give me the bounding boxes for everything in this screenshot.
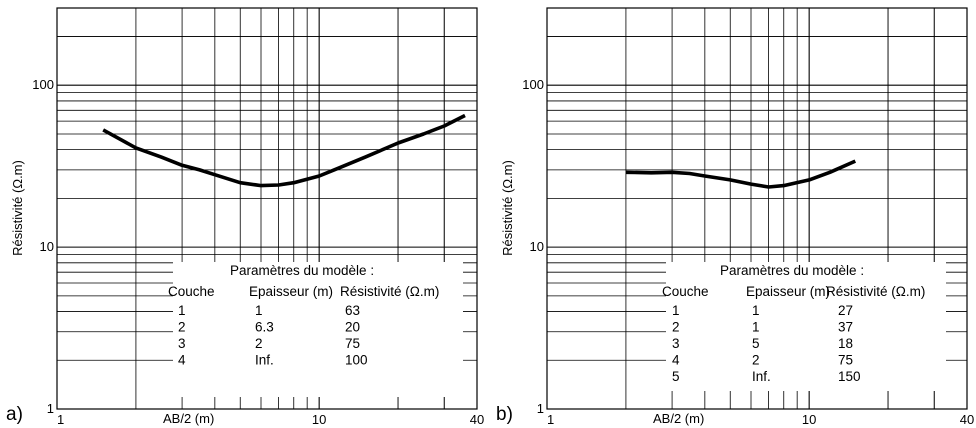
table-cell: 2 <box>752 353 760 368</box>
table-cell: 100 <box>345 353 368 368</box>
table-cell: Inf. <box>255 353 274 368</box>
table-background <box>666 262 946 391</box>
table-cell: 75 <box>838 353 853 368</box>
panel-label: a) <box>6 404 23 425</box>
table-title: Paramètres du modèle : <box>230 263 374 278</box>
table-column-header: Epaisseur (m) <box>249 284 333 299</box>
panel-label: b) <box>496 404 513 425</box>
table-cell: 5 <box>752 336 760 351</box>
table-column-header: Epaisseur (m) <box>746 284 830 299</box>
x-axis-label: AB/2 (m) <box>163 411 214 426</box>
table-cell: 3 <box>178 336 186 351</box>
x-tick-label: 10 <box>802 412 816 427</box>
chart-panel-2: 1 10 100 1 10 40 AB/2 (m) Résistivité (Ω.m) b) Pa… <box>496 7 974 427</box>
table-background <box>173 262 463 397</box>
table-column-header: Couche <box>168 284 215 299</box>
table-cell: 6.3 <box>255 320 274 335</box>
y-tick-label: 1 <box>537 401 544 416</box>
table-cell: 1 <box>178 303 186 318</box>
y-tick-label: 10 <box>40 239 54 254</box>
y-tick-label: 100 <box>32 77 54 92</box>
table-cell: 20 <box>345 320 360 335</box>
x-tick-label: 1 <box>57 412 64 427</box>
table-column-header: Résistivité (Ω.m) <box>826 284 925 299</box>
y-tick-label: 1 <box>47 401 54 416</box>
table-cell: Inf. <box>752 369 771 384</box>
x-tick-label: 40 <box>960 412 974 427</box>
table-cell: 2 <box>255 336 263 351</box>
plot-frame <box>546 7 968 410</box>
table-cell: 5 <box>672 369 680 384</box>
y-tick-label: 100 <box>522 77 544 92</box>
y-axis-label: Résistivité (Ω.m) <box>500 160 515 256</box>
table-cell: 150 <box>838 369 861 384</box>
table-cell: 1 <box>672 303 680 318</box>
table-cell: 2 <box>672 320 680 335</box>
table-column-header: Résistivité (Ω.m) <box>340 284 439 299</box>
table-cell: 18 <box>838 336 853 351</box>
table-cell: 3 <box>672 336 680 351</box>
table-cell: 4 <box>178 353 186 368</box>
table-cell: 63 <box>345 303 360 318</box>
x-tick-label: 40 <box>470 412 484 427</box>
y-tick-label: 10 <box>530 239 544 254</box>
table-cell: 1 <box>255 303 263 318</box>
table-cell: 37 <box>838 320 853 335</box>
table-cell: 1 <box>752 303 760 318</box>
table-cell: 27 <box>838 303 853 318</box>
table-column-header: Couche <box>662 284 709 299</box>
x-tick-label: 1 <box>547 412 554 427</box>
table-cell: 2 <box>178 320 186 335</box>
table-cell: 75 <box>345 336 360 351</box>
data-series-line <box>625 159 857 189</box>
y-axis-label: Résistivité (Ω.m) <box>10 160 25 256</box>
table-cell: 4 <box>672 353 680 368</box>
x-tick-label: 10 <box>312 412 326 427</box>
table-cell: 1 <box>752 320 760 335</box>
data-series-line <box>102 113 466 188</box>
x-axis-label: AB/2 (m) <box>653 411 704 426</box>
chart-panel-1: 1 10 100 1 10 40 AB/2 (m) Résistivité (Ω.m) a) Pa… <box>6 7 484 427</box>
plot-frame <box>56 7 478 410</box>
table-title: Paramètres du modèle : <box>720 263 864 278</box>
